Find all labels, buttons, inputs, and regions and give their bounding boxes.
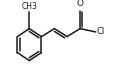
Text: CH3: CH3 bbox=[21, 2, 37, 11]
Text: Cl: Cl bbox=[96, 27, 104, 37]
Text: O: O bbox=[76, 0, 83, 8]
